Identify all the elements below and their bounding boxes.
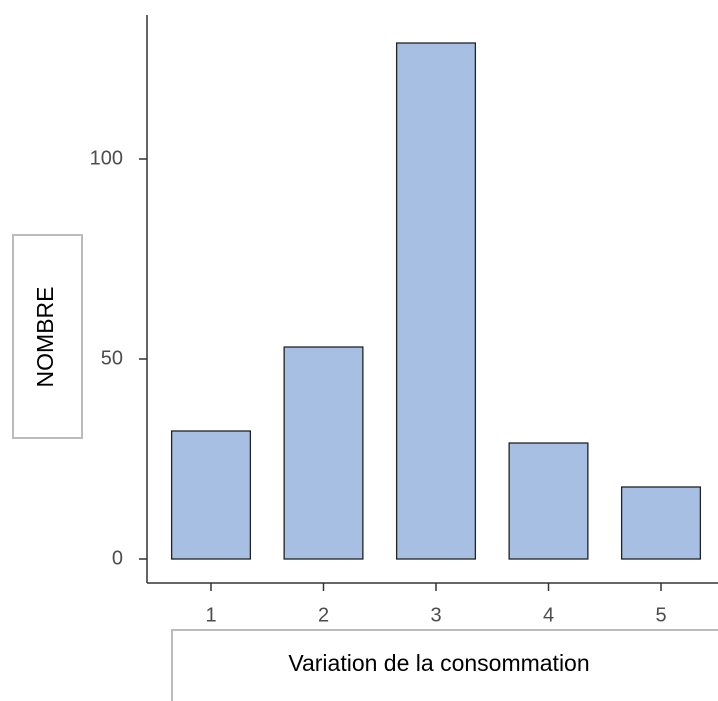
x-tick-label: 5 xyxy=(655,604,666,626)
bar xyxy=(283,346,364,560)
x-tick-label: 2 xyxy=(318,604,329,626)
bar xyxy=(508,442,589,560)
bar xyxy=(620,486,702,560)
x-tick-label: 3 xyxy=(430,604,441,626)
x-axis-title: Variation de la consommation xyxy=(288,650,589,676)
x-tick-label: 4 xyxy=(543,604,554,626)
y-tick-label: 100 xyxy=(90,147,123,169)
x-label-box xyxy=(171,629,718,701)
y-axis-title: NOMBRE xyxy=(32,287,58,388)
y-tick-label: 0 xyxy=(112,547,123,569)
y-label-box xyxy=(12,234,83,439)
bar xyxy=(170,430,252,560)
bar xyxy=(395,42,477,560)
x-tick-label: 1 xyxy=(205,604,216,626)
y-tick-label: 50 xyxy=(101,347,123,369)
